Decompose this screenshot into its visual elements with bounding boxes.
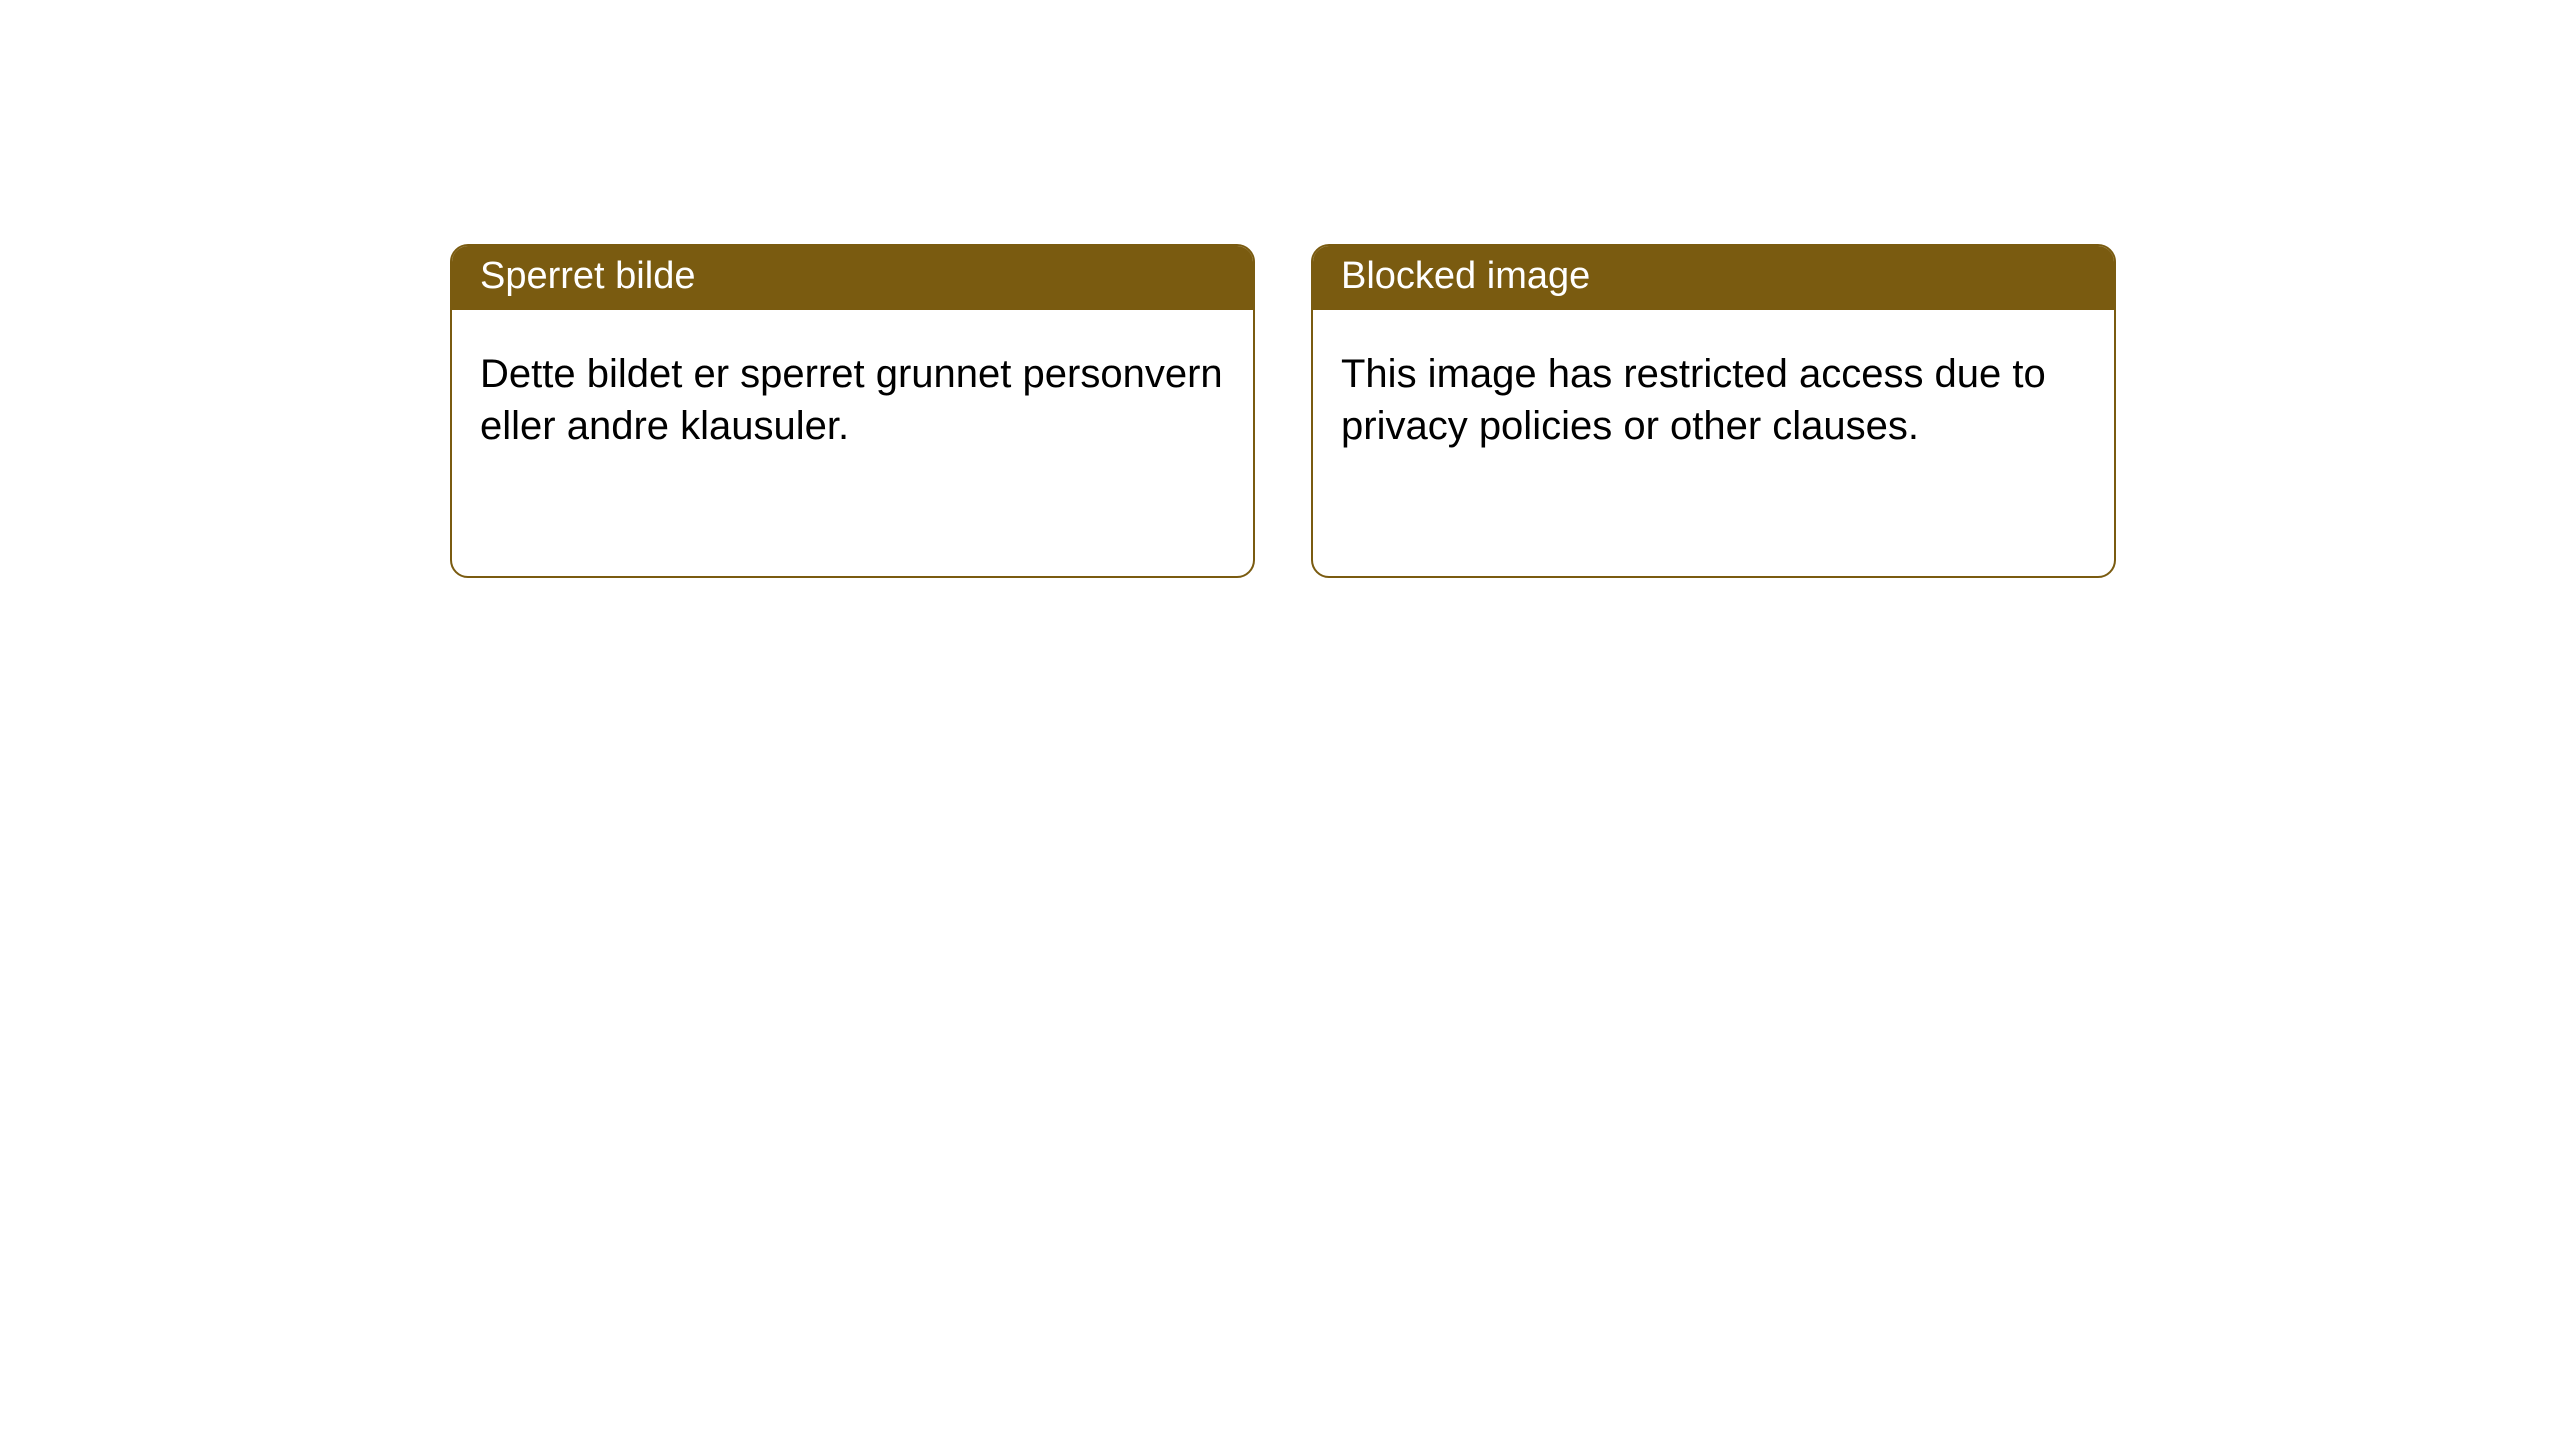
- notice-card-english: Blocked image This image has restricted …: [1311, 244, 2116, 578]
- notice-card-norwegian: Sperret bilde Dette bildet er sperret gr…: [450, 244, 1255, 578]
- notice-header-english: Blocked image: [1313, 246, 2114, 310]
- notice-body-english: This image has restricted access due to …: [1313, 310, 2114, 480]
- notice-header-norwegian: Sperret bilde: [452, 246, 1253, 310]
- notice-body-norwegian: Dette bildet er sperret grunnet personve…: [452, 310, 1253, 480]
- notices-container: Sperret bilde Dette bildet er sperret gr…: [0, 0, 2560, 578]
